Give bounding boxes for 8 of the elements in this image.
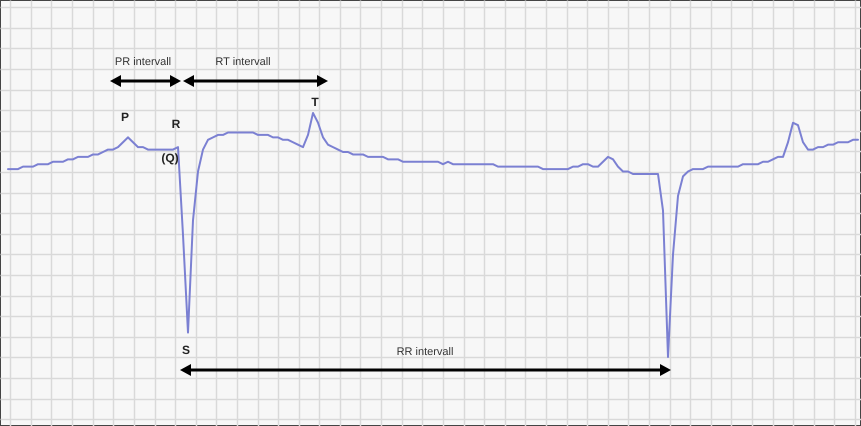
annotation: (Q) — [161, 151, 179, 165]
text: T — [311, 95, 320, 109]
annotation: R — [172, 117, 181, 131]
text: RT intervall — [215, 56, 271, 68]
text: PR intervall — [114, 56, 172, 68]
annotation: RR intervall — [396, 346, 454, 358]
annotation: S — [182, 343, 190, 357]
annotation: P — [120, 110, 130, 124]
